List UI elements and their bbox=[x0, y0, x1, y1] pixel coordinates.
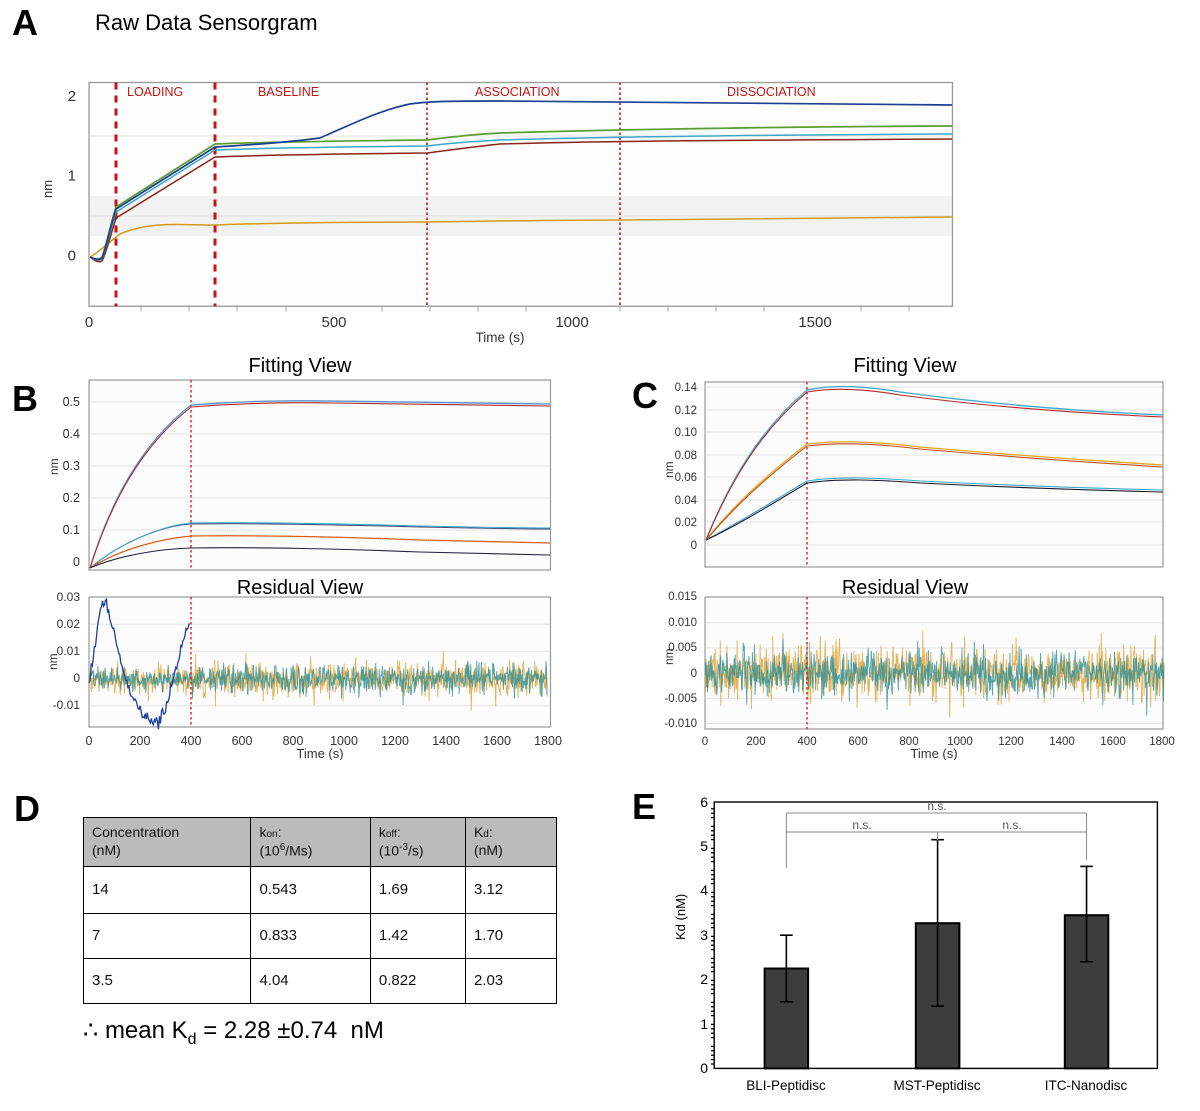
svg-text:600: 600 bbox=[232, 734, 253, 748]
svg-text:0.3: 0.3 bbox=[63, 459, 80, 473]
svg-text:0.2: 0.2 bbox=[63, 491, 80, 505]
svg-text:0: 0 bbox=[73, 671, 80, 685]
svg-text:Kd (nM): Kd (nM) bbox=[673, 894, 688, 940]
svg-text:5: 5 bbox=[700, 838, 708, 854]
svg-text:1000: 1000 bbox=[555, 314, 588, 331]
svg-text:0: 0 bbox=[85, 314, 93, 331]
svg-text:4: 4 bbox=[700, 882, 708, 898]
svg-text:0.4: 0.4 bbox=[63, 427, 80, 441]
svg-text:0: 0 bbox=[700, 1060, 708, 1076]
svg-text:0.1: 0.1 bbox=[63, 523, 80, 537]
svg-text:0: 0 bbox=[68, 248, 76, 265]
svg-text:n.s.: n.s. bbox=[927, 799, 946, 813]
svg-text:n.s.: n.s. bbox=[852, 818, 871, 832]
svg-text:500: 500 bbox=[321, 314, 346, 331]
svg-text:2: 2 bbox=[68, 88, 76, 105]
svg-text:Residual View: Residual View bbox=[237, 577, 364, 599]
svg-text:400: 400 bbox=[181, 734, 202, 748]
svg-text:200: 200 bbox=[130, 734, 151, 748]
svg-text:BLI-Peptidisc: BLI-Peptidisc bbox=[746, 1078, 826, 1093]
svg-text:1500: 1500 bbox=[798, 314, 831, 331]
svg-text:1200: 1200 bbox=[381, 734, 409, 748]
svg-text:Fitting View: Fitting View bbox=[248, 355, 352, 377]
svg-text:1800: 1800 bbox=[534, 734, 562, 748]
svg-text:ASSOCIATION: ASSOCIATION bbox=[475, 85, 560, 99]
svg-text:1600: 1600 bbox=[483, 734, 511, 748]
svg-text:0.02: 0.02 bbox=[57, 617, 81, 631]
svg-text:-0.01: -0.01 bbox=[53, 698, 81, 712]
svg-text:n.s.: n.s. bbox=[1002, 818, 1021, 832]
svg-text:nm: nm bbox=[47, 458, 61, 475]
svg-text:ITC-Nanodisc: ITC-Nanodisc bbox=[1045, 1078, 1128, 1093]
svg-text:nm: nm bbox=[40, 180, 55, 198]
svg-text:6: 6 bbox=[700, 794, 708, 810]
svg-text:1: 1 bbox=[700, 1016, 708, 1032]
svg-text:1: 1 bbox=[68, 168, 76, 185]
svg-text:nm: nm bbox=[46, 653, 60, 670]
svg-text:Time (s): Time (s) bbox=[296, 746, 343, 760]
svg-text:2: 2 bbox=[700, 971, 708, 987]
svg-text:0: 0 bbox=[73, 555, 80, 569]
svg-text:0.5: 0.5 bbox=[63, 395, 80, 409]
svg-text:3: 3 bbox=[700, 927, 708, 943]
svg-text:DISSOCIATION: DISSOCIATION bbox=[727, 85, 816, 99]
svg-text:1400: 1400 bbox=[432, 734, 460, 748]
svg-text:BASELINE: BASELINE bbox=[258, 85, 319, 99]
svg-text:0.01: 0.01 bbox=[57, 644, 81, 658]
svg-text:Time (s): Time (s) bbox=[476, 330, 525, 345]
svg-text:MST-Peptidisc: MST-Peptidisc bbox=[893, 1078, 980, 1093]
svg-text:0.03: 0.03 bbox=[57, 590, 81, 604]
svg-text:0: 0 bbox=[86, 734, 93, 748]
svg-text:LOADING: LOADING bbox=[127, 85, 183, 99]
